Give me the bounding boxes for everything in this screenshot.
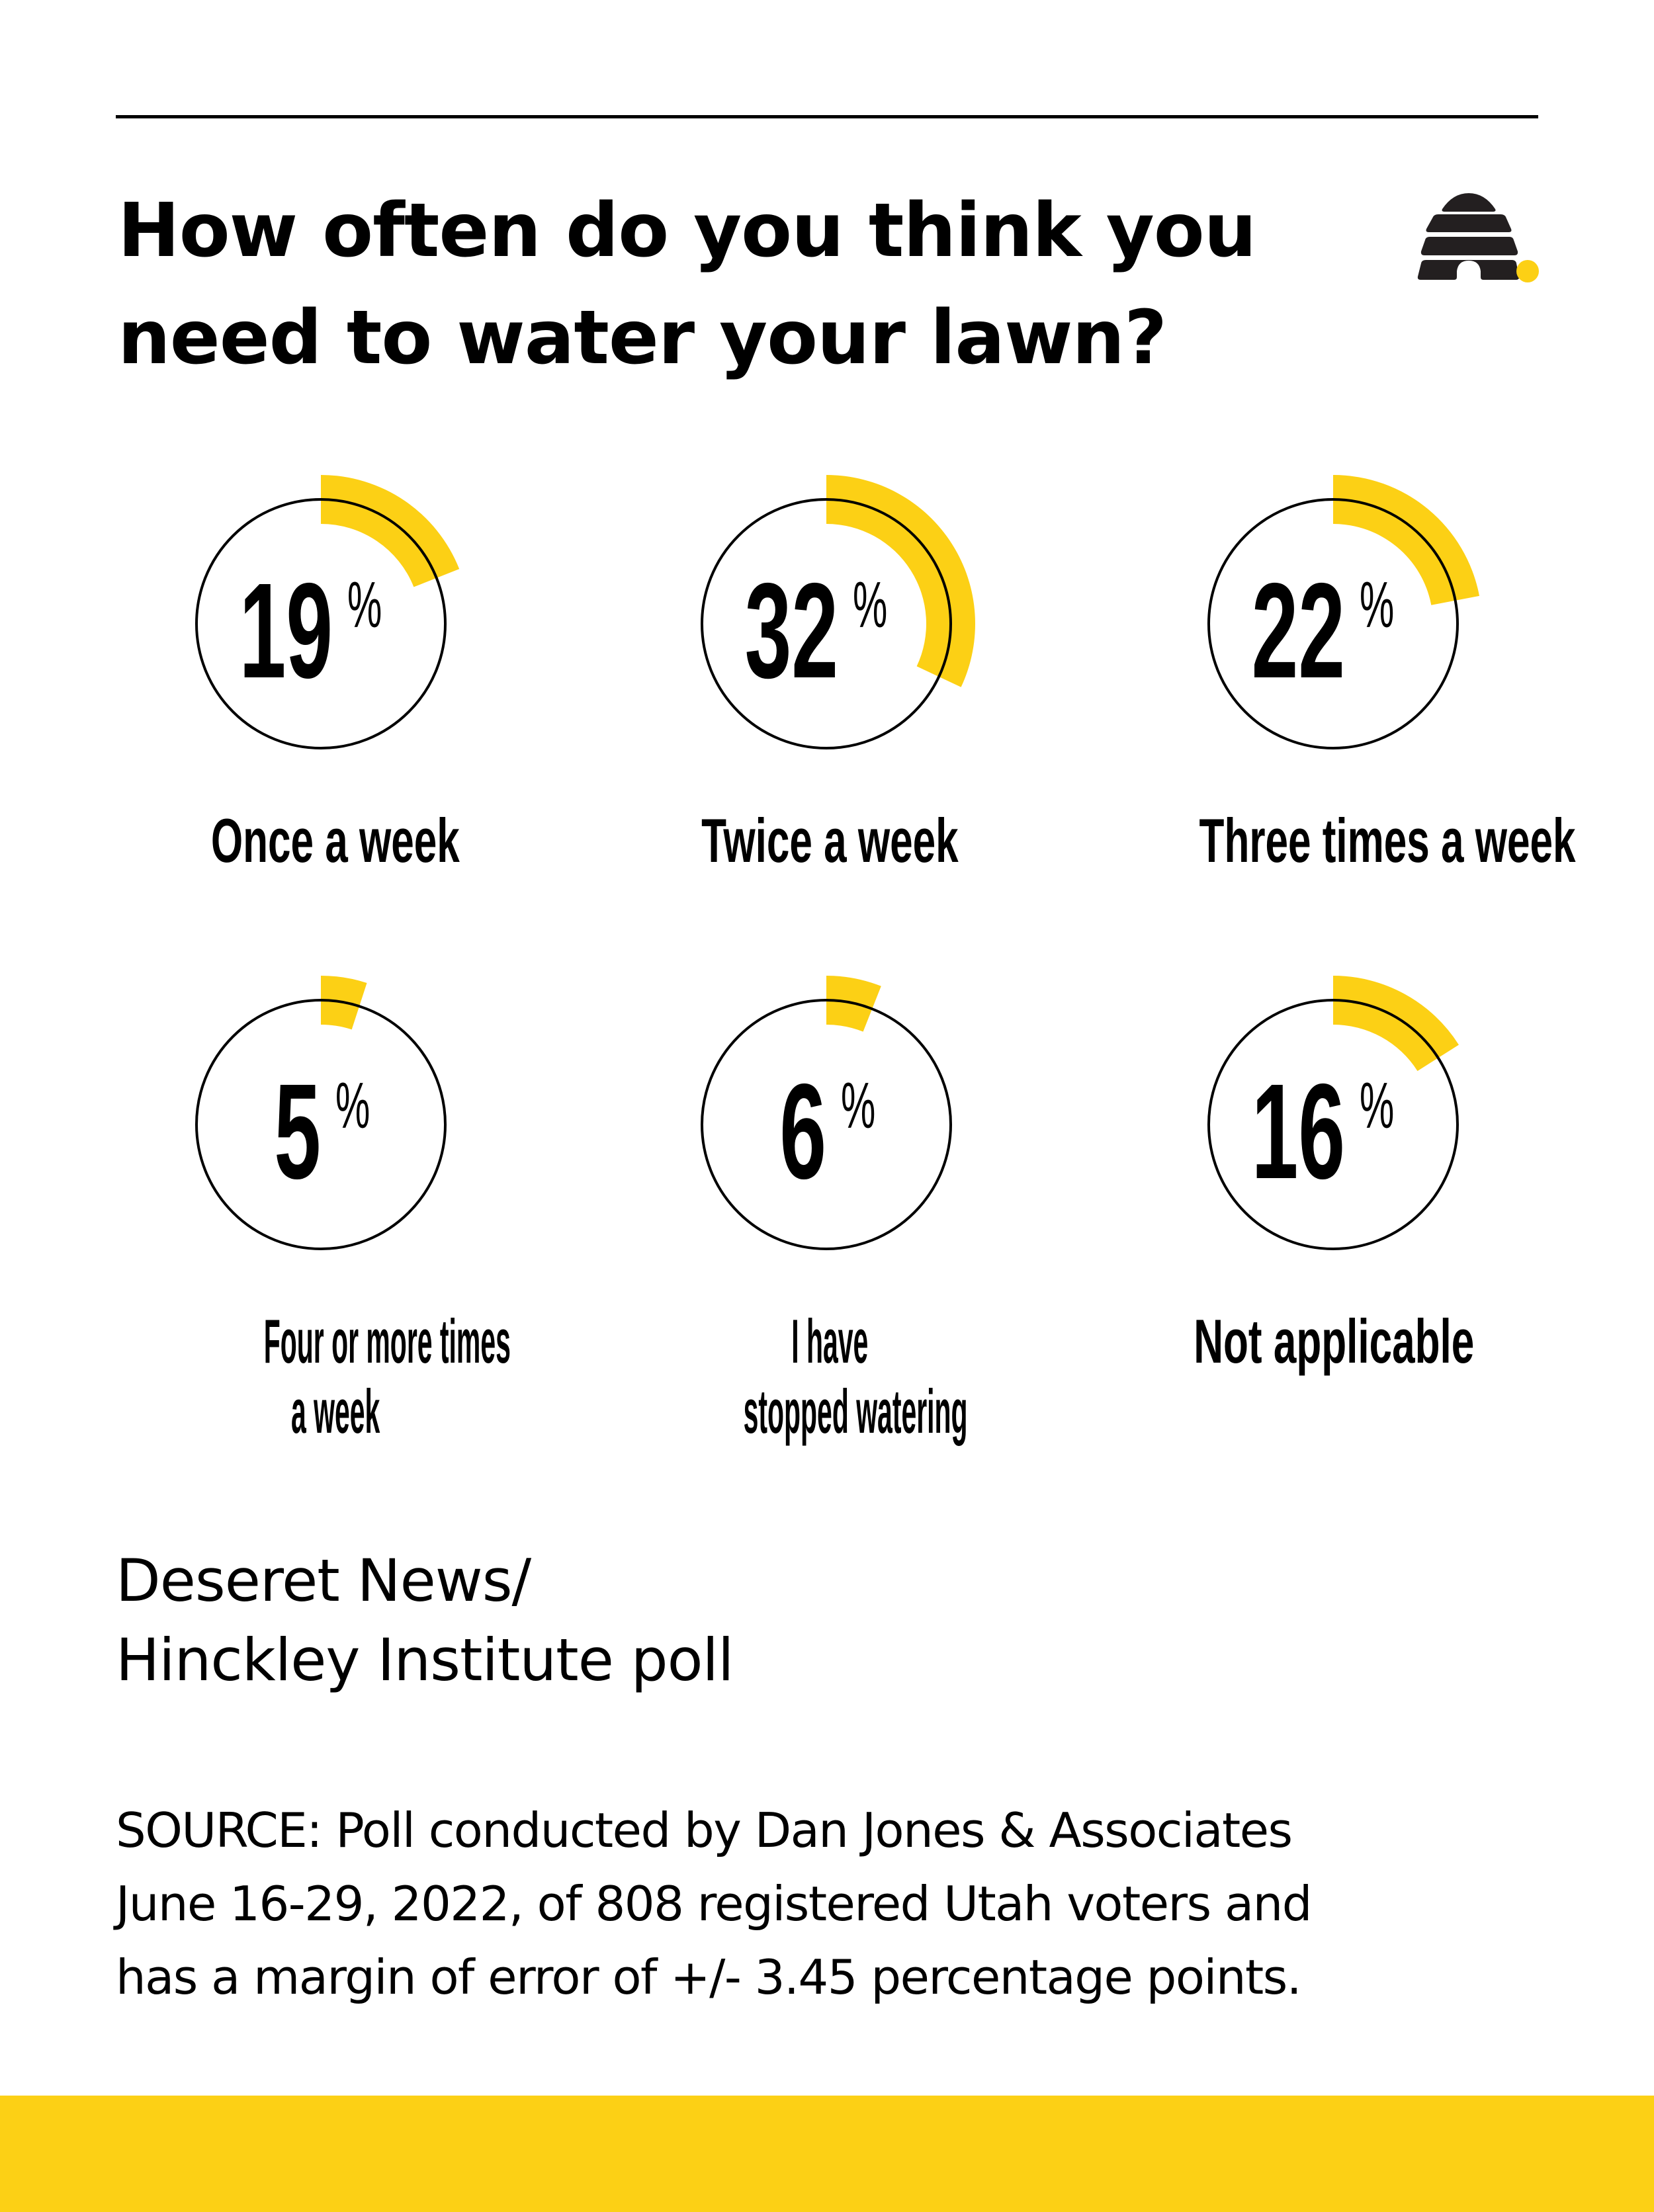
title-line-2: need to water your lawn? xyxy=(118,295,1167,381)
ring-outline xyxy=(1207,498,1459,749)
source-line-1: SOURCE: Poll conducted by Dan Jones & As… xyxy=(116,1803,1293,1858)
label-line-1: I have xyxy=(791,1306,869,1376)
beehive-logo-icon xyxy=(1417,193,1539,282)
progress-arc xyxy=(1333,976,1459,1072)
logo-yellow-dot xyxy=(1516,260,1539,282)
hive-tier-2 xyxy=(1426,214,1512,232)
percent-value: 19 xyxy=(239,555,333,706)
percent-value: 5 xyxy=(274,1056,321,1207)
credit: Deseret News/ Hinckley Institute poll xyxy=(116,1541,734,1700)
label-once-a-week: Once a week xyxy=(104,806,567,876)
ring-outline xyxy=(1207,999,1459,1250)
ring-outline xyxy=(195,999,447,1250)
label-line: Three times a week xyxy=(1199,806,1576,875)
percent-sign: % xyxy=(335,1069,370,1142)
dial-twice-a-week: 32% xyxy=(628,425,1025,822)
progress-arc xyxy=(321,475,460,587)
bottom-accent-bar xyxy=(0,2096,1654,2212)
label-three-times-a-week: Three times a week xyxy=(1102,806,1576,876)
dial-three-times-a-week: 22% xyxy=(1135,425,1532,822)
dial-graphic xyxy=(1207,976,1459,1250)
progress-arc xyxy=(1333,475,1480,605)
dial-stopped-watering: 6% xyxy=(628,926,1025,1323)
ring-outline xyxy=(195,498,447,749)
percent-value: 16 xyxy=(1251,1056,1345,1207)
credit-line-2: Hinckley Institute poll xyxy=(116,1626,734,1694)
label-line: Twice a week xyxy=(701,806,959,875)
label-stopped-watering: I have stopped watering xyxy=(598,1306,1061,1447)
credit-line-1: Deseret News/ xyxy=(116,1547,531,1615)
title-line-1: How often do you think you xyxy=(118,188,1256,274)
dial-graphic xyxy=(195,475,460,749)
percent-value: 32 xyxy=(744,555,838,706)
dial-graphic xyxy=(195,976,447,1250)
label-line: Once a week xyxy=(211,806,460,875)
hive-tier-3 xyxy=(1420,237,1518,255)
percent-sign: % xyxy=(1360,1069,1395,1142)
dial-graphic xyxy=(701,475,975,749)
percent-sign: % xyxy=(853,568,888,641)
label-twice-a-week: Twice a week xyxy=(598,806,1061,876)
percent-sign: % xyxy=(841,1069,876,1142)
percent-value: 22 xyxy=(1251,555,1345,706)
ring-outline xyxy=(701,498,952,749)
dial-not-applicable: 16% xyxy=(1135,926,1532,1323)
progress-arc xyxy=(826,475,975,687)
source-note: SOURCE: Poll conducted by Dan Jones & As… xyxy=(116,1794,1312,2014)
label-four-or-more: Four or more times a week xyxy=(104,1306,567,1447)
dial-four-or-more: 5% xyxy=(122,926,519,1323)
label-line-2: stopped watering xyxy=(743,1377,968,1446)
percent-sign: % xyxy=(347,568,382,641)
source-line-2: June 16-29, 2022, of 808 registered Utah… xyxy=(116,1876,1312,1932)
percent-sign: % xyxy=(1360,568,1395,641)
hive-tier-1 xyxy=(1442,193,1496,212)
source-line-3: has a margin of error of +/- 3.45 percen… xyxy=(116,1949,1302,2005)
label-not-applicable: Not applicable xyxy=(1102,1306,1565,1377)
dial-graphic xyxy=(1207,475,1480,749)
percent-value: 6 xyxy=(779,1056,826,1207)
dial-once-a-week: 19% xyxy=(122,425,519,822)
ring-outline xyxy=(701,999,952,1250)
chart-title: How often do you think you need to water… xyxy=(118,177,1256,392)
label-line-2: a week xyxy=(290,1377,380,1446)
top-rule xyxy=(116,115,1538,118)
label-line: Not applicable xyxy=(1193,1306,1475,1376)
label-line-1: Four or more times xyxy=(263,1306,511,1376)
dial-graphic xyxy=(701,976,952,1250)
hive-tier-4 xyxy=(1417,260,1520,280)
